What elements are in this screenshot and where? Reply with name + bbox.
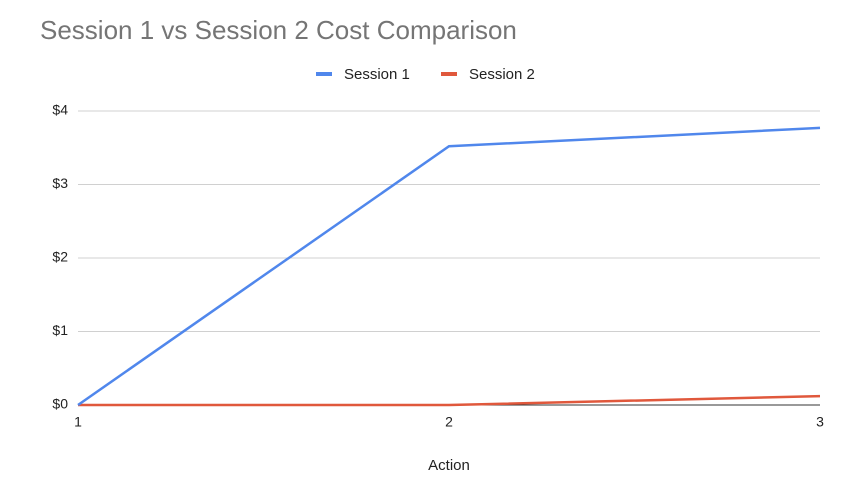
legend-label: Session 2 bbox=[469, 66, 535, 83]
legend-swatch bbox=[441, 72, 457, 76]
y-tick-label: $4 bbox=[52, 102, 68, 118]
y-tick-label: $1 bbox=[52, 322, 68, 338]
series-line bbox=[77, 126, 821, 407]
x-tick-label: 2 bbox=[445, 414, 453, 430]
x-axis-label: Action bbox=[428, 457, 470, 474]
legend-label: Session 1 bbox=[344, 66, 410, 83]
x-tick-label: 3 bbox=[816, 414, 824, 430]
series-line bbox=[78, 394, 821, 407]
x-tick-label: 1 bbox=[74, 414, 82, 430]
y-tick-label: $3 bbox=[52, 175, 68, 191]
chart-title: Session 1 vs Session 2 Cost Comparison bbox=[40, 15, 517, 45]
legend-swatch bbox=[316, 72, 332, 76]
y-tick-label: $0 bbox=[52, 396, 68, 412]
y-tick-label: $2 bbox=[52, 249, 68, 265]
legend: Session 1 Session 2 bbox=[316, 66, 535, 83]
